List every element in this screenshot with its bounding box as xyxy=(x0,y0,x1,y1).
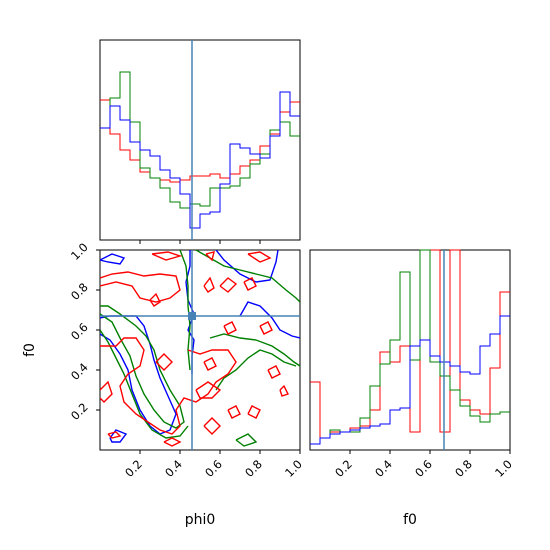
contour-red-9 xyxy=(203,357,217,371)
contour-red-15 xyxy=(259,321,273,335)
phi0-hist-red-series xyxy=(100,99,300,183)
contour-red-14 xyxy=(223,321,237,335)
contour-xtick-label: 0.2 xyxy=(122,457,145,480)
f0-hist-xtick-label: 0.4 xyxy=(372,457,395,480)
phi0-histogram xyxy=(100,40,300,240)
contour-green-3 xyxy=(195,250,300,303)
phi0-f0-contour-panel xyxy=(100,250,300,450)
contour-red-12 xyxy=(247,405,261,419)
contour-red-20 xyxy=(267,365,281,379)
contour-lines xyxy=(100,250,300,447)
contour-blue-2 xyxy=(100,253,126,265)
contour-green-5 xyxy=(235,433,258,447)
contour-green-0 xyxy=(100,305,185,429)
contour-ytick-label: 0.4 xyxy=(68,360,91,383)
contour-blue-5 xyxy=(239,301,300,339)
contour-red-3 xyxy=(203,276,215,293)
x-axis-label-f0: f0 xyxy=(403,512,417,528)
contour-red-2 xyxy=(151,251,183,261)
f0-histogram-frame xyxy=(309,249,511,451)
y-axis-label-f0: f0 xyxy=(22,343,38,357)
contour-green-6 xyxy=(215,349,297,391)
contour-red-16 xyxy=(279,384,289,397)
contour-ytick-label: 0.2 xyxy=(68,400,91,423)
contour-xtick-label: 0.6 xyxy=(202,457,225,480)
contour-red-19 xyxy=(100,380,113,403)
contour-blue-0 xyxy=(109,429,128,443)
contour-red-4 xyxy=(205,251,215,262)
contour-xtick-label: 0.4 xyxy=(162,457,185,480)
contour-green-2 xyxy=(179,250,191,371)
contour-xtick-label: 1.0 xyxy=(282,457,305,480)
contour-blue-4 xyxy=(215,250,279,283)
contour-red-8 xyxy=(155,353,173,371)
contour-red-18 xyxy=(163,437,182,447)
contour-red-11 xyxy=(227,405,241,419)
x-axis-label-phi0: phi0 xyxy=(185,512,216,528)
contour-red-0 xyxy=(100,271,181,303)
contour-green-1 xyxy=(100,329,189,439)
contour-red-21 xyxy=(243,277,257,291)
f0-hist-xtick-label: 1.0 xyxy=(492,457,515,480)
contour-ytick-label: 0.6 xyxy=(68,320,91,343)
phi0-hist-green-series xyxy=(100,71,300,209)
f0-hist-xtick-label: 0.6 xyxy=(412,457,435,480)
contour-ytick-label: 1.0 xyxy=(68,240,91,263)
contour-red-6 xyxy=(247,251,272,263)
contour-blue-1 xyxy=(100,315,177,435)
contour-red-7 xyxy=(100,337,237,435)
contour-xtick-label: 0.8 xyxy=(242,457,265,480)
contour-ytick-label: 0.8 xyxy=(68,280,91,303)
contour-red-13 xyxy=(203,417,221,435)
phi0-histogram-frame xyxy=(99,39,301,241)
contour-panel-frame xyxy=(99,249,301,451)
contour-red-5 xyxy=(219,277,238,293)
contour-red-1 xyxy=(149,292,161,307)
f0-hist-xtick-label: 0.2 xyxy=(332,457,355,480)
contour-green-4 xyxy=(209,333,300,367)
contour-truth-marker xyxy=(188,312,196,320)
phi0-hist-blue-series xyxy=(100,91,300,229)
contour-red-10 xyxy=(195,381,222,399)
f0-histogram xyxy=(310,249,510,450)
contour-red-17 xyxy=(107,431,122,439)
f0-hist-xtick-label: 0.8 xyxy=(452,457,475,480)
f0-hist-blue-series xyxy=(310,315,510,445)
